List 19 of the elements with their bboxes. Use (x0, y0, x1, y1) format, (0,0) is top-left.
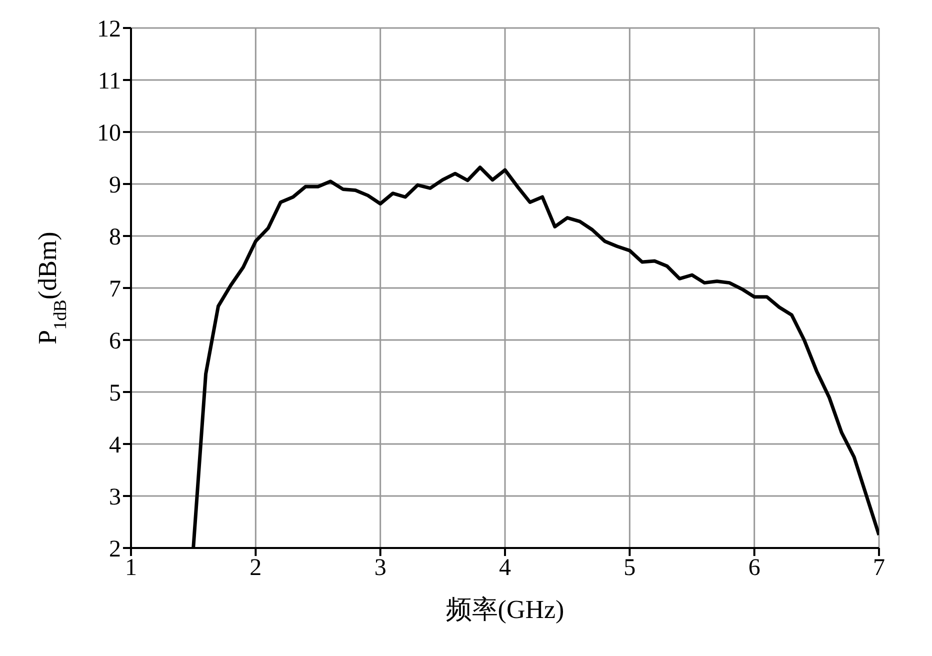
x-tick-label: 2 (250, 555, 262, 582)
y-tick-label: 3 (109, 484, 121, 511)
y-tick-label: 7 (109, 276, 121, 303)
y-tick-label: 12 (97, 16, 121, 43)
y-tick-label: 11 (98, 68, 121, 95)
y-tick-label: 8 (109, 224, 121, 251)
y-tick-label: 9 (109, 172, 121, 199)
y-tick-label: 5 (109, 380, 121, 407)
y-tick-label: 2 (109, 536, 121, 563)
x-tick-label: 7 (873, 555, 885, 582)
x-tick-label: 5 (624, 555, 636, 582)
x-tick-label: 4 (499, 555, 511, 582)
x-tick-label: 6 (748, 555, 760, 582)
y-tick-label: 10 (97, 120, 121, 147)
x-tick-label: 3 (374, 555, 386, 582)
x-axis-title: 频率(GHz) (446, 595, 564, 624)
y-tick-label: 6 (109, 328, 121, 355)
y-tick-label: 4 (109, 432, 121, 459)
x-tick-label: 1 (125, 555, 137, 582)
